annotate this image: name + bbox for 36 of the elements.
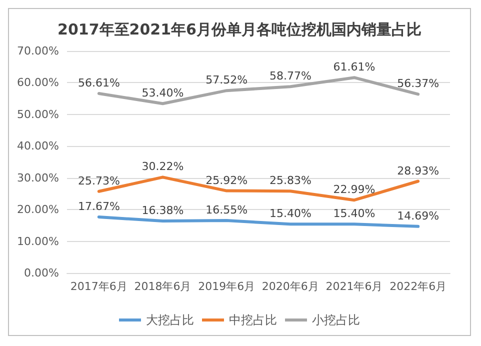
legend-label: 中挖占比 <box>229 313 277 327</box>
y-tick-label: 30.00% <box>17 171 59 184</box>
data-label: 25.73% <box>78 174 120 188</box>
y-tick-label: 70.00% <box>17 44 59 58</box>
data-label: 16.38% <box>142 204 184 218</box>
y-tick-label: 60.00% <box>17 76 59 90</box>
x-tick-label: 2022年6月 <box>390 280 447 293</box>
legend-label: 小挖占比 <box>312 313 360 327</box>
data-label: 61.61% <box>333 60 376 74</box>
x-tick-label: 2019年6月 <box>198 280 256 293</box>
x-tick-label: 2018年6月 <box>134 280 192 293</box>
data-label: 56.37% <box>397 77 440 90</box>
data-label: 25.92% <box>206 174 248 187</box>
y-tick-label: 10.00% <box>17 234 59 248</box>
y-tick-label: 0.00% <box>24 266 59 280</box>
data-label: 58.77% <box>269 70 312 83</box>
data-label: 17.67% <box>78 200 120 213</box>
data-label: 14.69% <box>397 209 440 222</box>
data-label: 22.99% <box>333 183 376 196</box>
y-tick-label: 20.00% <box>17 203 59 216</box>
data-label: 56.61% <box>78 76 120 90</box>
data-label: 30.22% <box>142 160 184 174</box>
y-tick-label: 40.00% <box>17 140 59 153</box>
y-tick-label: 50.00% <box>17 108 59 121</box>
data-label: 57.52% <box>206 74 248 87</box>
x-tick-label: 2017年6月 <box>70 280 128 293</box>
data-label: 53.40% <box>142 86 184 100</box>
data-label: 16.55% <box>206 204 248 217</box>
data-label: 25.83% <box>269 174 312 188</box>
data-label: 28.93% <box>397 164 440 178</box>
data-label: 15.40% <box>269 207 312 220</box>
legend-label: 大挖占比 <box>146 313 194 327</box>
x-tick-label: 2020年6月 <box>262 280 319 293</box>
data-label: 15.40% <box>333 207 376 220</box>
x-tick-label: 2021年6月 <box>326 280 383 293</box>
chart-title: 2017年至2021年6月份单月各吨位挖机国内销量占比 <box>58 20 422 38</box>
